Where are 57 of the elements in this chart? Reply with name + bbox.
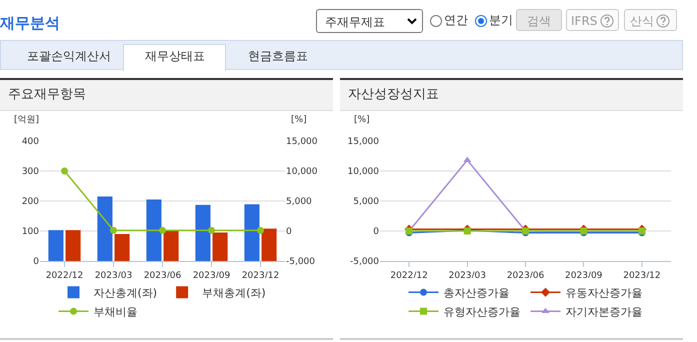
y-axis-title: [억원] (14, 115, 40, 125)
y2-tick-label: 10,000 (286, 167, 318, 178)
x-tick-label: 2023/09 (192, 270, 230, 281)
text: 재무분석 (0, 14, 60, 33)
x-tick-label: 2022/12 (46, 270, 84, 281)
y2-tick-label: 5,000 (286, 197, 312, 208)
bar (114, 234, 130, 261)
legend-label: 자산총계(좌) (94, 286, 158, 300)
bar (97, 196, 112, 261)
x-tick-label: 2023/12 (623, 270, 661, 281)
bar (48, 230, 64, 261)
y2-tick-label: 0 (286, 227, 292, 238)
y2-tick-label: -5,000 (286, 257, 316, 268)
text: 연간 (444, 12, 468, 29)
chart-title: 주요재무항목 (0, 80, 333, 111)
y-tick-label: 400 (22, 137, 40, 148)
y2-tick-label: 15,000 (286, 137, 318, 148)
text: 포괄손익계산서 (27, 48, 111, 65)
y2-axis-title: [%] (291, 115, 307, 125)
legend-label: 자기자본증가율 (566, 306, 642, 319)
x-tick-label: 2023/12 (242, 270, 280, 281)
x-tick-label: 2022/12 (390, 270, 428, 281)
text: 현금흐름표 (248, 48, 308, 65)
text: IFRS (571, 14, 598, 28)
x-tick-label: 2023/09 (565, 270, 603, 281)
y-tick-label: 0 (33, 257, 40, 268)
chart-title: 자산성장성지표 (340, 80, 683, 111)
bar (262, 228, 277, 261)
x-tick-label: 2023/03 (94, 270, 132, 281)
legend-label: 부채총계(좌) (202, 286, 266, 300)
bar (66, 230, 81, 261)
text: 분기 (489, 12, 513, 29)
bar (164, 230, 179, 261)
legend-label: 총자산증가율 (444, 286, 510, 300)
y-tick-label: 100 (22, 227, 40, 238)
y-tick-label: 300 (22, 167, 40, 178)
bar (195, 204, 210, 261)
legend-label: 부채비율 (94, 306, 138, 319)
x-tick-label: 2023/06 (506, 270, 544, 281)
x-tick-label: 2023/06 (144, 270, 182, 281)
bar (212, 232, 228, 261)
y-tick-label: 200 (22, 197, 40, 208)
y-tick-label: 0 (373, 227, 380, 238)
y-tick-label: 10,000 (348, 167, 380, 178)
text: 산식 (630, 14, 654, 28)
text: 주재무제표 (325, 14, 385, 31)
y-tick-label: 15,000 (348, 137, 380, 148)
bar (146, 200, 162, 261)
text: 검색 (516, 9, 562, 31)
bar (244, 204, 260, 261)
legend-label: 유형자산증가율 (444, 306, 520, 319)
y-axis-title: [%] (354, 115, 370, 125)
y-tick-label: 5,000 (353, 197, 380, 208)
text: 재무상태표 (145, 48, 205, 65)
legend-label: 유동자산증가율 (566, 286, 642, 300)
y-tick-label: -5,000 (350, 257, 380, 268)
x-tick-label: 2023/03 (448, 270, 486, 281)
